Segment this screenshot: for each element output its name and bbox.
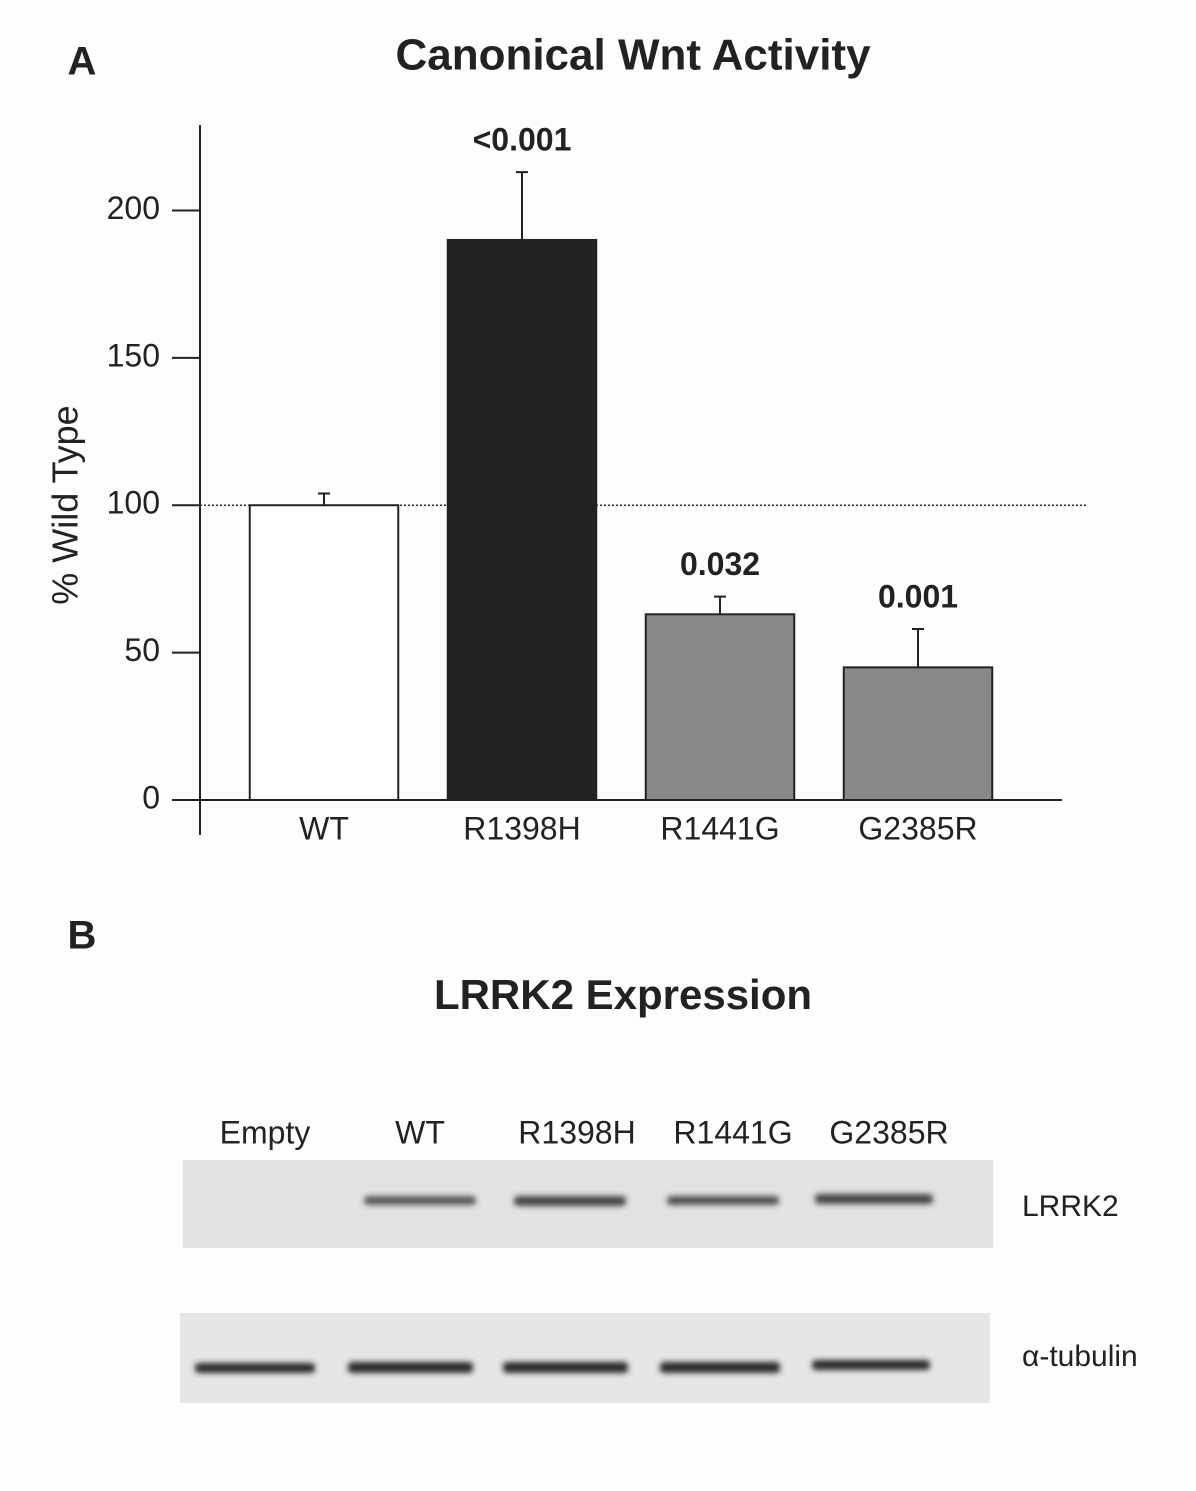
y-tick-label: 200 — [107, 190, 160, 226]
lane-label: R1441G — [673, 1114, 792, 1150]
bar — [248, 504, 400, 801]
lane-label: Empty — [220, 1114, 311, 1150]
error-bar — [714, 595, 726, 615]
x-tick-label: WT — [299, 810, 349, 846]
p-value-label: 0.032 — [680, 546, 760, 582]
lane-label: G2385R — [829, 1114, 948, 1150]
y-tick-label: 0 — [142, 779, 160, 815]
y-axis-label: % Wild Type — [45, 405, 86, 604]
x-tick-label: R1441G — [660, 810, 779, 846]
blot-membrane — [180, 1313, 990, 1403]
blot-bands — [195, 1194, 933, 1373]
bar — [842, 666, 994, 802]
lane-label: R1398H — [518, 1114, 635, 1150]
row-label: α-tubulin — [1022, 1340, 1138, 1373]
lane-label: WT — [395, 1114, 445, 1150]
panel-label: A — [68, 40, 97, 84]
p-value-label: 0.001 — [878, 578, 958, 614]
chart-title: Canonical Wnt Activity — [395, 31, 871, 80]
panel-label: B — [68, 914, 97, 958]
error-bar — [516, 171, 528, 240]
x-tick-label: G2385R — [858, 810, 977, 846]
error-bar — [318, 492, 330, 506]
row-label: LRRK2 — [1022, 1190, 1119, 1223]
bar — [644, 613, 796, 802]
p-value-label: <0.001 — [473, 122, 572, 158]
x-tick-label: R1398H — [463, 810, 580, 846]
y-tick-label: 100 — [107, 485, 160, 521]
blot-title: LRRK2 Expression — [434, 971, 812, 1018]
bar — [446, 238, 598, 801]
y-tick-label: 50 — [124, 632, 160, 668]
y-tick-label: 150 — [107, 337, 160, 373]
error-bar — [912, 628, 924, 668]
